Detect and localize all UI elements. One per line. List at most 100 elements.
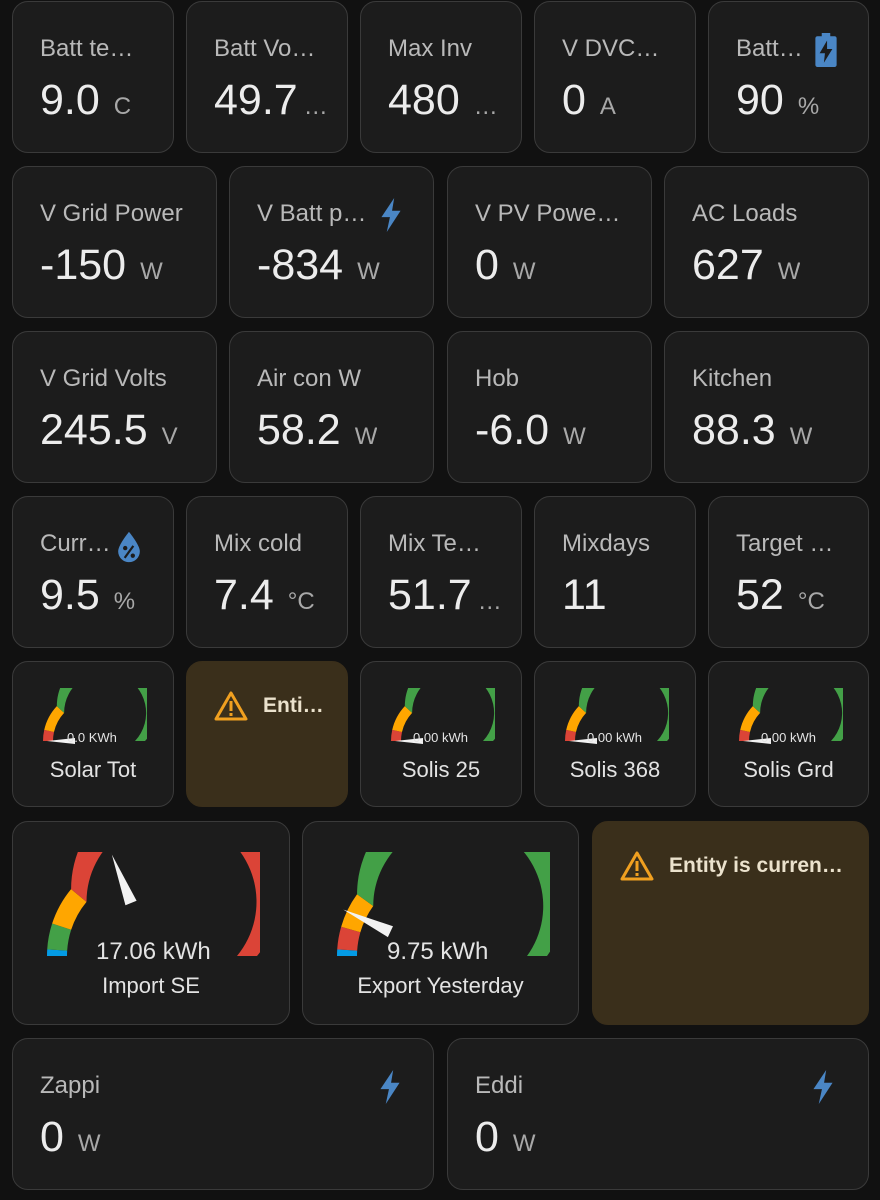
entity-card-current-humidity[interactable]: Curr… 9.5 % bbox=[12, 496, 174, 648]
card-name: Batt Vo… bbox=[214, 35, 316, 62]
entity-card-ac-loads[interactable]: AC Loads 627 W bbox=[664, 166, 869, 318]
entity-card-v-pv-power[interactable]: V PV Powe… 0 W bbox=[447, 166, 652, 318]
gauge-segment bbox=[52, 889, 87, 930]
card-name: Batt te… bbox=[40, 35, 134, 62]
gauge-segment bbox=[341, 894, 374, 933]
value-unit: A bbox=[599, 93, 616, 120]
gauge-value: 0.00 kWh bbox=[413, 730, 468, 745]
gauge-label: Solis 25 bbox=[401, 757, 481, 782]
entity-card-v-grid-volts[interactable]: V Grid Volts 245.5 V bbox=[12, 331, 217, 483]
value-number: 52 bbox=[736, 571, 784, 619]
gauge-needle bbox=[395, 738, 423, 744]
warning-row: Enti… bbox=[213, 690, 324, 722]
gauge-label: Solar Tot bbox=[49, 757, 137, 782]
card-value: 88.3 W bbox=[692, 406, 812, 455]
value-number: 51.7 bbox=[388, 571, 472, 619]
value-unit: % bbox=[113, 588, 136, 615]
entity-card-mix-cold[interactable]: Mix cold 7.4 °C bbox=[186, 496, 348, 648]
card-name: AC Loads bbox=[692, 200, 798, 227]
gauge-segment bbox=[565, 729, 576, 741]
card-name: Max Inv bbox=[388, 35, 473, 62]
value-unit: W bbox=[789, 423, 813, 450]
card-value: 0 W bbox=[40, 1113, 101, 1162]
card-name: Mixdays bbox=[562, 530, 651, 557]
value-number: -150 bbox=[40, 241, 127, 289]
warning-text: Entity is curren… bbox=[669, 854, 843, 877]
gauge-card-import-se[interactable]: 17.06 kWh Import SE bbox=[12, 821, 290, 1025]
card-value: 52 °C bbox=[736, 571, 825, 620]
value-unit: W bbox=[777, 258, 801, 285]
gauge-segment bbox=[43, 729, 54, 741]
gauge-card-solis-25[interactable]: 0.00 kWh Solis 25 bbox=[360, 661, 522, 807]
alert-triangle-icon bbox=[214, 691, 248, 721]
card-value: 11 bbox=[562, 571, 607, 620]
gauge-label: Import SE bbox=[102, 973, 200, 998]
entity-card-target[interactable]: Target … 52 °C bbox=[708, 496, 869, 648]
value-number: 7.4 bbox=[214, 571, 274, 619]
card-value: 90 % bbox=[736, 76, 819, 125]
entity-card-mixdays[interactable]: Mixdays 11 bbox=[534, 496, 696, 648]
entity-card-batt-temp[interactable]: Batt te… 9.0 C bbox=[12, 1, 174, 153]
entity-card-eddi[interactable]: Eddi 0 W bbox=[447, 1038, 869, 1190]
card-value: -834 W bbox=[257, 241, 380, 290]
gauge-label: Solis Grd bbox=[743, 757, 834, 782]
entity-card-v-batt-power[interactable]: V Batt p… -834 W bbox=[229, 166, 434, 318]
value-number: 0 bbox=[562, 76, 586, 124]
gauge-segment bbox=[404, 688, 495, 741]
gauge-value: 17.06 kWh bbox=[96, 938, 211, 965]
card-value: 49.7 … bbox=[214, 76, 328, 125]
gauge-needle bbox=[343, 909, 393, 938]
entity-card-mix-temp[interactable]: Mix Te… 51.7 … bbox=[360, 496, 522, 648]
entity-card-v-grid-power[interactable]: V Grid Power -150 W bbox=[12, 166, 217, 318]
value-unit: °C bbox=[797, 588, 825, 615]
gauge-segment bbox=[337, 926, 361, 951]
card-name: Mix Te… bbox=[388, 530, 481, 557]
card-name: Hob bbox=[475, 365, 520, 392]
card-name: V Batt p… bbox=[257, 200, 367, 227]
water-percent-icon bbox=[118, 531, 140, 563]
entity-card-batt-soc[interactable]: Batt… 90 % bbox=[708, 1, 869, 153]
lightning-bolt-icon bbox=[380, 1070, 400, 1104]
gauge-value: 0.00 kWh bbox=[587, 730, 642, 745]
value-unit: V bbox=[161, 423, 178, 450]
card-value: 7.4 °C bbox=[214, 571, 315, 620]
gauge-needle bbox=[569, 738, 597, 744]
gauge-value: 0.0 KWh bbox=[67, 730, 117, 745]
warning-card-large[interactable]: Entity is curren… bbox=[592, 821, 869, 1025]
gauge-needle bbox=[743, 738, 771, 744]
entity-card-v-dvc[interactable]: V DVC… 0 A bbox=[534, 1, 696, 153]
gauge-card-solis-grd[interactable]: 0.00 kWh Solis Grd bbox=[708, 661, 869, 807]
gauge-card-solar-tot[interactable]: 0.0 KWh Solar Tot bbox=[12, 661, 174, 807]
value-unit: W bbox=[357, 258, 380, 285]
gauge-value: 0.00 kWh bbox=[761, 730, 816, 745]
card-value: 0 A bbox=[562, 76, 616, 125]
entity-card-zappi[interactable]: Zappi 0 W bbox=[12, 1038, 434, 1190]
value-number: -834 bbox=[257, 241, 344, 289]
gauge-card-export-yesterday[interactable]: 9.75 kWh Export Yesterday bbox=[302, 821, 579, 1025]
card-value: 58.2 W bbox=[257, 406, 377, 455]
value-unit: W bbox=[77, 1130, 101, 1157]
gauge-segment bbox=[47, 949, 68, 956]
gauge-value: 9.75 kWh bbox=[387, 938, 489, 965]
value-unit: °C bbox=[287, 588, 315, 615]
card-name: V DVC… bbox=[562, 35, 660, 62]
card-name: Kitchen bbox=[692, 365, 773, 392]
gauge-arc bbox=[565, 688, 669, 744]
value-unit: W bbox=[354, 423, 378, 450]
gauge-segment bbox=[578, 688, 669, 741]
entity-card-hob[interactable]: Hob -6.0 W bbox=[447, 331, 652, 483]
alert-triangle-icon bbox=[620, 851, 654, 881]
value-unit: % bbox=[797, 93, 820, 120]
value-number: 627 bbox=[692, 241, 764, 289]
warning-card-small[interactable]: Enti… bbox=[186, 661, 348, 807]
card-value: 9.0 C bbox=[40, 76, 131, 125]
entity-card-batt-volts[interactable]: Batt Vo… 49.7 … bbox=[186, 1, 348, 153]
entity-card-air-con[interactable]: Air con W 58.2 W bbox=[229, 331, 434, 483]
card-value: 0 W bbox=[475, 1113, 536, 1162]
entity-card-max-inv[interactable]: Max Inv 480 … bbox=[360, 1, 522, 153]
gauge-segment bbox=[740, 706, 761, 733]
card-name: V Grid Volts bbox=[40, 365, 167, 392]
entity-card-kitchen[interactable]: Kitchen 88.3 W bbox=[664, 331, 869, 483]
gauge-arc bbox=[337, 852, 550, 956]
gauge-card-solis-368[interactable]: 0.00 kWh Solis 368 bbox=[534, 661, 696, 807]
